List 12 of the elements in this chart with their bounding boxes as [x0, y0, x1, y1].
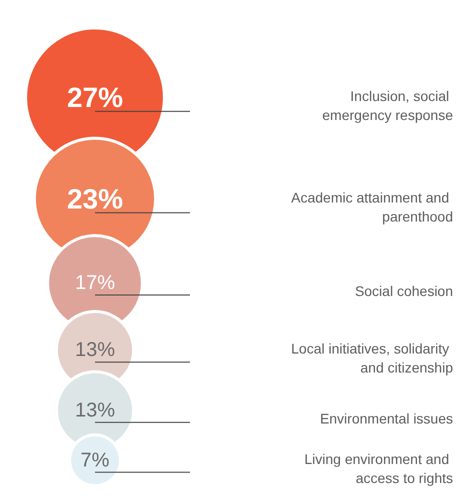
data-label: 27%	[66, 82, 124, 113]
data-label: 7%	[80, 449, 110, 472]
data-label: 17%	[74, 272, 116, 294]
category-label: Living environment and access to rights	[304, 450, 453, 486]
data-label: 13%	[74, 399, 116, 422]
category-label: Local initiatives, solidarity and citizenship	[291, 340, 454, 376]
category-label: Environmental issues	[320, 410, 453, 426]
category-label: Inclusion, social emergency response	[322, 88, 454, 123]
category-label: Social cohesion	[354, 283, 453, 300]
category-label: Academic attainment and parenthood	[291, 189, 453, 224]
data-label: 23%	[66, 183, 124, 214]
data-label: 13%	[74, 339, 116, 362]
